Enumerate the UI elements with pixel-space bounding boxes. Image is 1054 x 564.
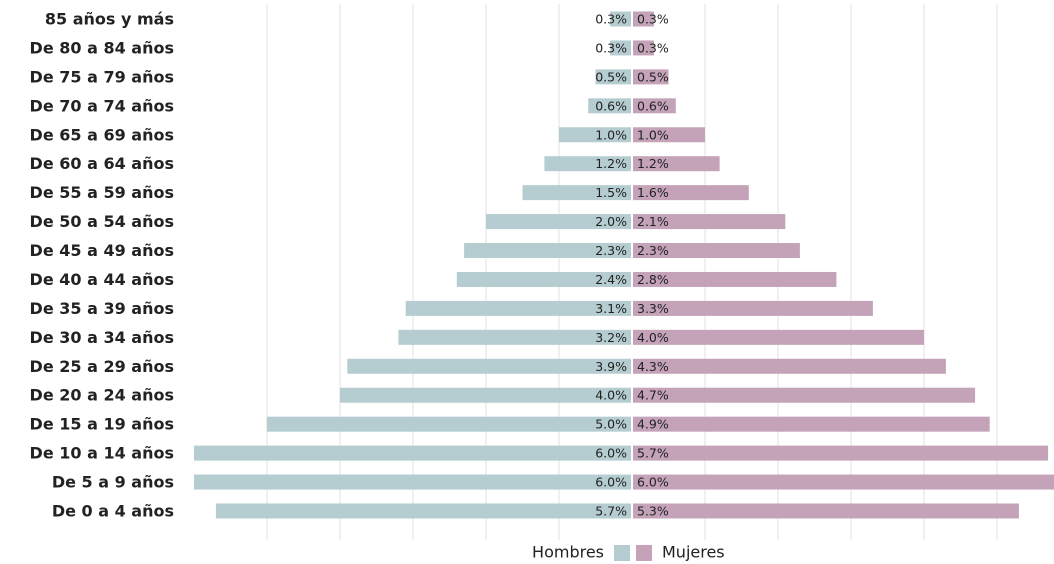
category-label: De 35 a 39 años — [30, 299, 174, 318]
value-label: 0.6% — [595, 98, 627, 113]
value-label: 0.3% — [637, 40, 669, 55]
category-label: De 60 a 64 años — [30, 154, 174, 173]
bar — [633, 445, 1049, 461]
legend-label: Hombres — [532, 543, 604, 562]
value-label: 4.7% — [637, 388, 669, 403]
bar — [633, 243, 800, 259]
category-label: De 30 a 34 años — [30, 328, 174, 347]
value-label: 1.0% — [637, 127, 669, 142]
bar — [347, 358, 631, 374]
bar — [633, 40, 654, 56]
category-label: De 50 a 54 años — [30, 212, 174, 231]
value-label: 1.0% — [595, 127, 627, 142]
bar — [486, 214, 631, 230]
bar — [559, 127, 631, 143]
bar — [633, 271, 837, 287]
bar — [464, 243, 631, 259]
category-label: De 80 a 84 años — [30, 38, 174, 57]
category-label: De 10 a 14 años — [30, 444, 174, 463]
value-label: 6.0% — [595, 475, 627, 490]
value-label: 2.3% — [595, 243, 627, 258]
bar — [633, 358, 946, 374]
bar — [633, 69, 669, 85]
bar — [633, 127, 705, 143]
bar — [595, 69, 631, 85]
category-label: De 20 a 24 años — [30, 386, 174, 405]
bar — [633, 503, 1019, 519]
value-label: 2.1% — [637, 214, 669, 229]
category-label: De 70 a 74 años — [30, 96, 174, 115]
category-label: De 55 a 59 años — [30, 183, 174, 202]
bar — [610, 40, 631, 56]
value-label: 0.6% — [637, 98, 669, 113]
bar — [633, 185, 749, 201]
bar — [456, 271, 631, 287]
value-label: 4.0% — [595, 388, 627, 403]
value-label: 1.6% — [637, 185, 669, 200]
category-label: 85 años y más — [45, 10, 174, 29]
value-label: 2.4% — [595, 272, 627, 287]
bar — [215, 503, 631, 519]
bar — [405, 300, 631, 316]
value-label: 2.0% — [595, 214, 627, 229]
bar — [633, 387, 976, 403]
value-label: 3.1% — [595, 301, 627, 316]
category-label: De 15 a 19 años — [30, 415, 174, 434]
value-label: 5.7% — [595, 503, 627, 518]
value-label: 3.2% — [595, 330, 627, 345]
category-label: De 25 a 29 años — [30, 357, 174, 376]
value-label: 4.3% — [637, 359, 669, 374]
bar — [633, 329, 924, 345]
value-label: 0.5% — [637, 69, 669, 84]
value-label: 3.9% — [595, 359, 627, 374]
category-label: De 75 a 79 años — [30, 67, 174, 86]
bar — [340, 387, 631, 403]
bar — [610, 11, 631, 27]
bar — [633, 300, 873, 316]
bar — [633, 98, 676, 114]
category-label: De 45 a 49 años — [30, 241, 174, 260]
bar — [633, 474, 1054, 490]
value-label: 0.5% — [595, 69, 627, 84]
bar — [633, 416, 990, 432]
value-label: 0.3% — [595, 40, 627, 55]
value-label: 4.0% — [637, 330, 669, 345]
value-label: 5.3% — [637, 503, 669, 518]
bar — [398, 329, 631, 345]
bar — [633, 11, 654, 27]
bar — [588, 98, 631, 114]
value-label: 2.8% — [637, 272, 669, 287]
category-label: De 5 a 9 años — [52, 473, 174, 492]
value-label: 3.3% — [637, 301, 669, 316]
value-label: 1.5% — [595, 185, 627, 200]
bar — [267, 416, 631, 432]
value-label: 6.0% — [637, 475, 669, 490]
legend-label: Mujeres — [662, 543, 725, 562]
bar — [522, 185, 631, 201]
value-label: 6.0% — [595, 446, 627, 461]
bar — [194, 445, 631, 461]
value-label: 1.2% — [637, 156, 669, 171]
value-label: 2.3% — [637, 243, 669, 258]
category-label: De 0 a 4 años — [52, 501, 174, 520]
bar — [544, 156, 631, 172]
value-label: 5.7% — [637, 446, 669, 461]
category-label: De 40 a 44 años — [30, 270, 174, 289]
bar — [194, 474, 631, 490]
value-label: 5.0% — [595, 417, 627, 432]
bar — [633, 214, 786, 230]
bar — [633, 156, 720, 172]
value-label: 0.3% — [637, 12, 669, 27]
legend-swatch — [636, 545, 652, 561]
value-label: 1.2% — [595, 156, 627, 171]
category-label: De 65 a 69 años — [30, 125, 174, 144]
value-label: 4.9% — [637, 417, 669, 432]
legend-swatch — [614, 545, 630, 561]
value-label: 0.3% — [595, 12, 627, 27]
